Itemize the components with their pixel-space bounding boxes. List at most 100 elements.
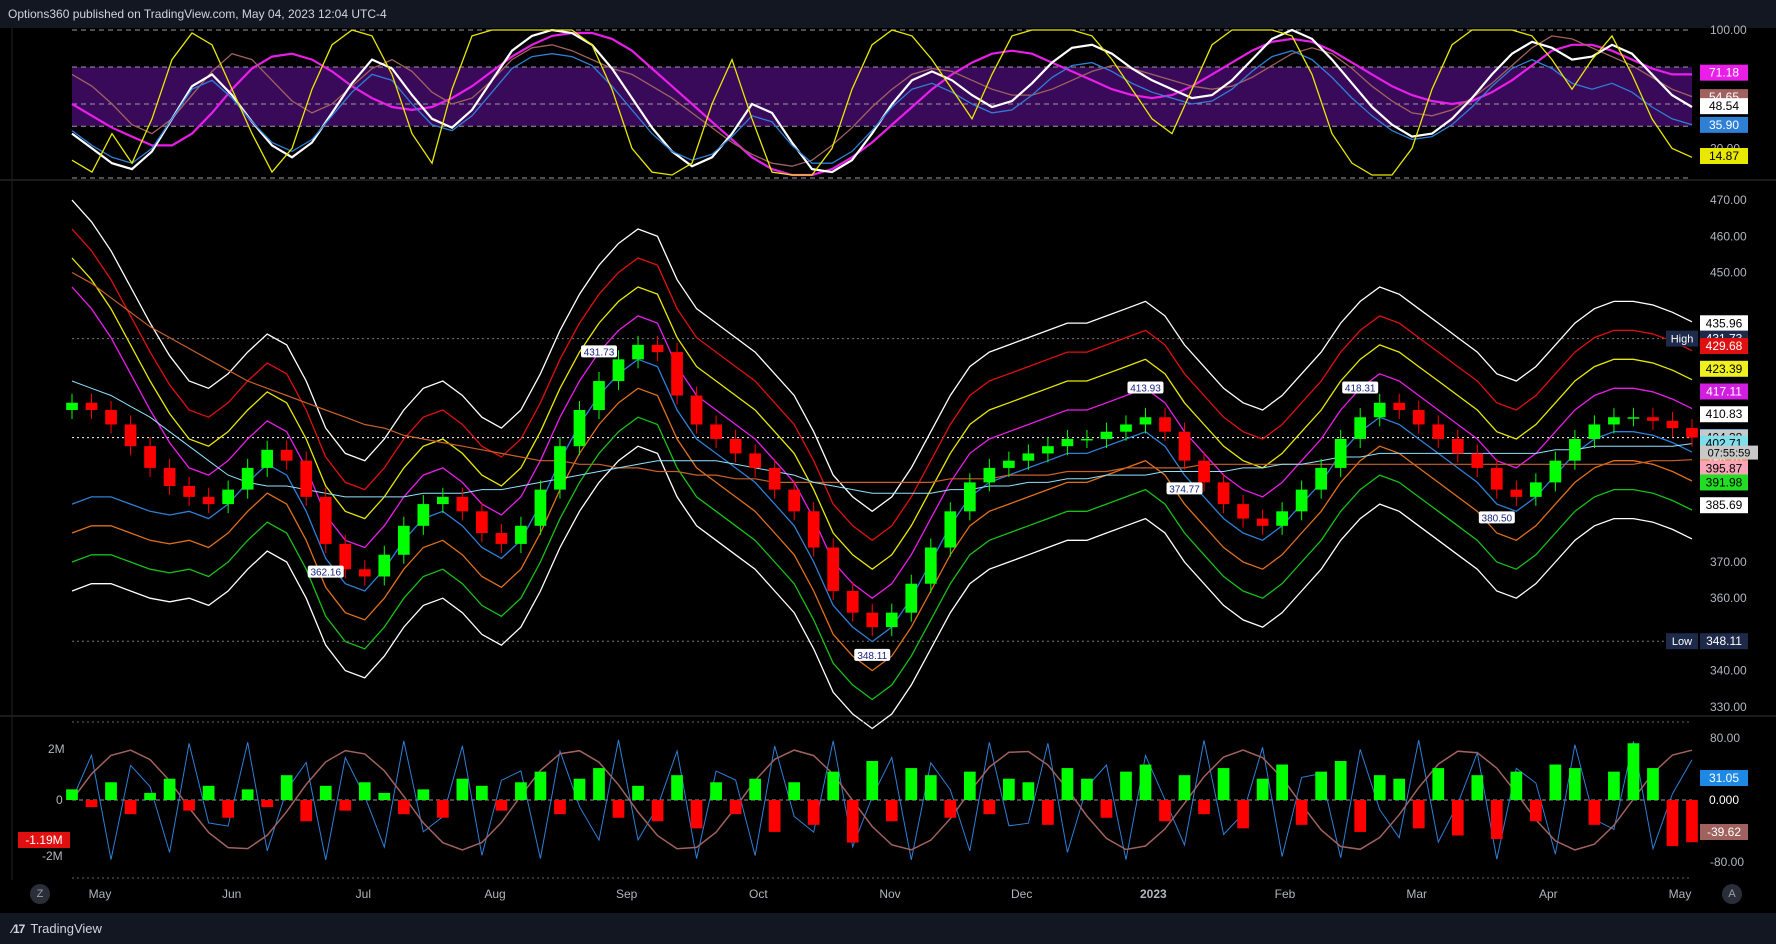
volume-bar bbox=[1081, 778, 1093, 800]
candle-body bbox=[1159, 417, 1171, 432]
candle-body bbox=[885, 612, 898, 628]
header-bar: Options360 published on TradingView.com,… bbox=[0, 0, 1776, 28]
x-axis-label: Dec bbox=[1011, 887, 1032, 901]
volume-bar bbox=[241, 789, 254, 800]
swing-label: 348.11 bbox=[857, 651, 887, 662]
swing-label-box bbox=[1127, 381, 1164, 394]
candle-body bbox=[768, 467, 781, 490]
candle-body bbox=[1412, 410, 1425, 425]
volume-bar bbox=[612, 800, 625, 818]
volume-value-label: -39.62 bbox=[1707, 825, 1741, 839]
price-tag-label: 423.39 bbox=[1706, 362, 1743, 376]
tradingview-brand[interactable]: ⁄17 TradingView bbox=[12, 921, 102, 936]
volume-bar bbox=[885, 800, 898, 822]
volume-bar bbox=[1276, 764, 1288, 800]
volume-bar bbox=[105, 782, 117, 800]
swing-label: 374.77 bbox=[1169, 484, 1200, 495]
swing-label-box bbox=[1478, 511, 1515, 524]
oscillator-line-brown bbox=[71, 35, 1693, 167]
candle-body bbox=[183, 486, 195, 497]
x-axis-label: May bbox=[89, 887, 112, 901]
candle-body bbox=[1588, 424, 1601, 439]
volume-bar bbox=[690, 800, 703, 829]
volume-bar bbox=[1432, 768, 1445, 800]
candle-body bbox=[1061, 438, 1074, 447]
volume-bar bbox=[300, 800, 313, 822]
price-tick-label: 340.00 bbox=[1710, 664, 1747, 678]
volume-bar bbox=[1569, 768, 1581, 800]
envelope-band-magenta bbox=[71, 286, 1693, 600]
swing-label-box bbox=[307, 565, 344, 578]
x-axis-label: Mar bbox=[1406, 887, 1427, 901]
candle-body bbox=[963, 482, 976, 512]
auto-scale-button[interactable]: A bbox=[1722, 884, 1742, 904]
volume-bar bbox=[202, 785, 215, 800]
volume-bar bbox=[1315, 771, 1328, 800]
volume-value-label: 0.000 bbox=[1709, 793, 1739, 807]
volume-right-tick-label: 80.00 bbox=[1710, 731, 1740, 745]
envelope-band-orange bbox=[71, 387, 1693, 672]
footer-bar: ⁄17 TradingView bbox=[0, 913, 1776, 944]
oscillator-line-magenta bbox=[71, 31, 1692, 177]
candle-body bbox=[1139, 417, 1152, 425]
volume-bar bbox=[1686, 800, 1698, 843]
oscillator-value-label: 35.90 bbox=[1709, 118, 1739, 132]
volume-bar bbox=[749, 778, 761, 800]
price-tag-label: 410.83 bbox=[1706, 407, 1743, 421]
price-tag bbox=[1700, 360, 1748, 377]
candle-body bbox=[573, 410, 586, 447]
candle-body bbox=[1237, 504, 1249, 519]
volume-bar bbox=[1217, 768, 1230, 800]
volume-bar bbox=[1178, 775, 1191, 800]
volume-bar bbox=[280, 775, 293, 800]
volume-bar bbox=[710, 782, 722, 800]
volume-bar bbox=[944, 800, 957, 818]
volume-bar bbox=[651, 800, 664, 822]
candle-body bbox=[983, 467, 996, 483]
price-tag-label: 385.69 bbox=[1706, 498, 1743, 512]
volume-bar bbox=[1530, 800, 1542, 822]
swing-label: 431.73 bbox=[584, 347, 615, 358]
candle-body bbox=[378, 554, 391, 577]
price-tag bbox=[1700, 406, 1748, 423]
candle-body bbox=[827, 547, 840, 591]
candle-body bbox=[1627, 417, 1640, 419]
candle-body bbox=[1198, 460, 1210, 483]
oscillator-value-tag bbox=[1700, 64, 1748, 81]
price-tick-label: 450.00 bbox=[1710, 265, 1747, 279]
candle-body bbox=[1530, 482, 1542, 497]
zoom-button[interactable]: Z bbox=[30, 884, 50, 904]
candle-body bbox=[66, 402, 78, 410]
volume-bar bbox=[671, 775, 683, 800]
volume-bar bbox=[339, 800, 352, 811]
oscillator-value-label: 71.18 bbox=[1709, 66, 1739, 80]
candle-body bbox=[1256, 518, 1269, 526]
candle-body bbox=[1686, 428, 1698, 438]
envelope-band-red bbox=[71, 228, 1693, 542]
candle-body bbox=[1451, 438, 1464, 454]
price-tag bbox=[1700, 338, 1748, 355]
volume-bar bbox=[1100, 800, 1113, 818]
volume-tick-label: 2M bbox=[48, 742, 65, 756]
x-axis-label: 2023 bbox=[1140, 887, 1167, 901]
candle-body bbox=[436, 496, 449, 505]
volume-bar bbox=[1334, 761, 1347, 800]
price-tag-label: 391.98 bbox=[1706, 475, 1743, 489]
volume-bar bbox=[1451, 800, 1464, 836]
x-axis-label: May bbox=[1669, 887, 1692, 901]
swing-label-box bbox=[1166, 482, 1203, 495]
swing-label-box bbox=[854, 648, 891, 661]
volume-bar bbox=[1412, 800, 1425, 829]
volume-bar bbox=[1198, 800, 1210, 815]
price-tag bbox=[1700, 497, 1748, 514]
volume-bar bbox=[1373, 775, 1386, 800]
candle-body bbox=[1432, 424, 1445, 439]
price-tick-label: 330.00 bbox=[1710, 700, 1747, 714]
candle-body bbox=[710, 424, 722, 439]
candle-body bbox=[241, 467, 254, 490]
candle-body bbox=[1081, 438, 1093, 441]
volume-bar bbox=[1003, 778, 1015, 800]
volume-bar bbox=[1549, 764, 1562, 800]
volume-value-tag bbox=[1700, 792, 1748, 808]
